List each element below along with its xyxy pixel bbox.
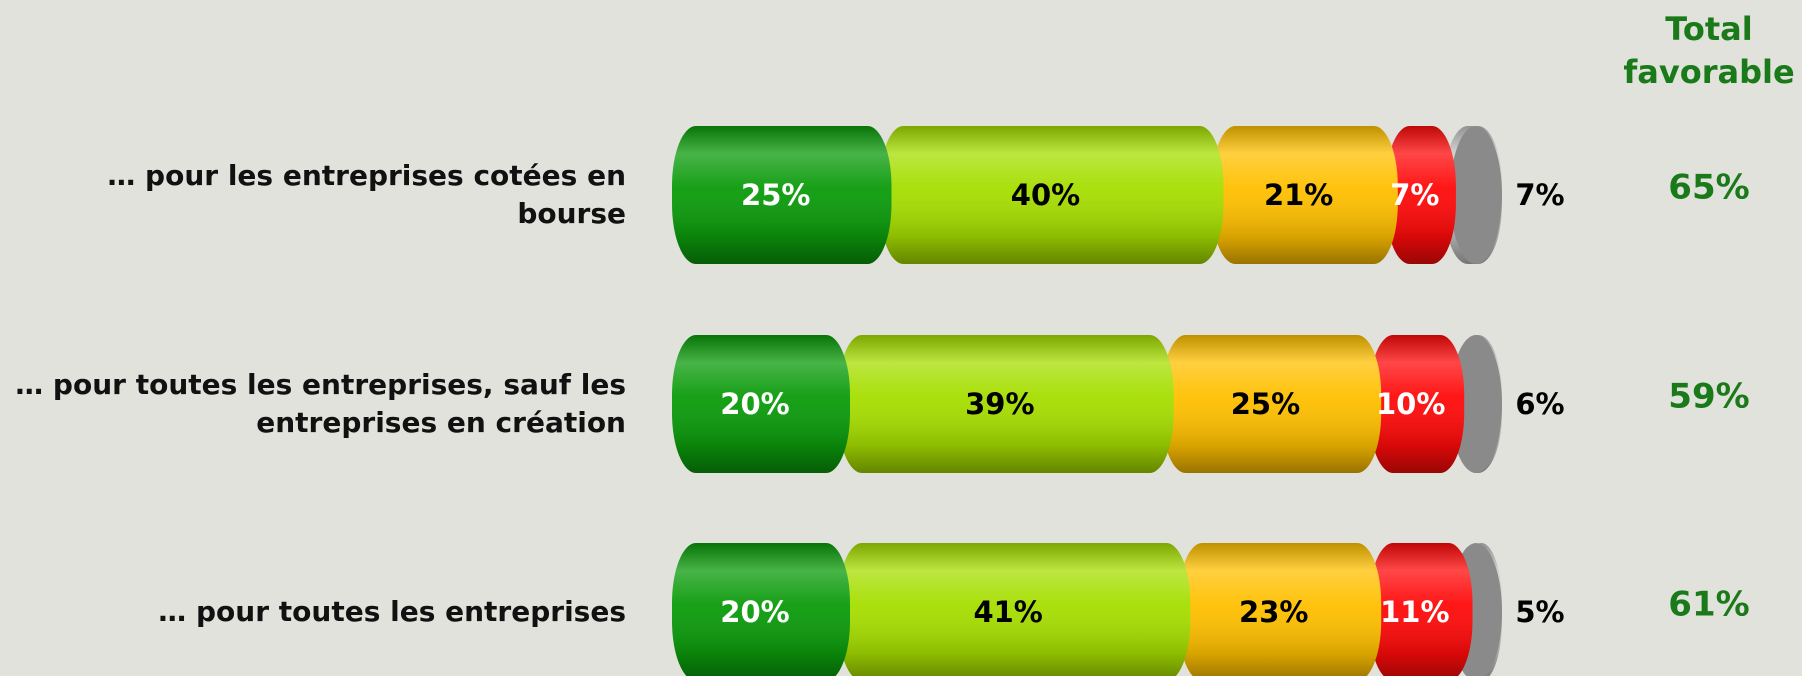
cylinder-end [1450, 126, 1502, 264]
value-label: 11% [1380, 595, 1449, 629]
category-label: … pour les entreprises cotées en bourse [107, 159, 626, 230]
cylinder-end [1450, 335, 1502, 473]
total-title: Total favorable [1623, 10, 1795, 91]
segment-shade [838, 335, 1174, 473]
value-label: 25% [741, 178, 810, 212]
total-value: 65% [1668, 168, 1749, 208]
total-value: 61% [1668, 585, 1749, 625]
segment-shade [1369, 543, 1473, 676]
value-label: 20% [720, 595, 789, 629]
value-label: 25% [1231, 387, 1300, 421]
segment-shade [1178, 543, 1382, 676]
value-label: 23% [1239, 595, 1308, 629]
segment-shade [1385, 126, 1456, 264]
segment-shade [1369, 335, 1465, 473]
segment-shade [879, 126, 1224, 264]
value-label: 21% [1264, 178, 1333, 212]
value-label: 7% [1390, 178, 1439, 212]
segment-shade [1161, 335, 1382, 473]
category-label: … pour toutes les entreprises [158, 595, 626, 628]
segment-shade [672, 543, 850, 676]
value-label: 5% [1515, 595, 1564, 629]
segment-shade [838, 543, 1191, 676]
segment-shade [1211, 126, 1398, 264]
category-label: … pour toutes les entreprises, sauf les … [15, 368, 626, 439]
segment-shade [672, 126, 892, 264]
value-label: 40% [1011, 178, 1080, 212]
value-label: 39% [965, 387, 1034, 421]
value-label: 20% [720, 387, 789, 421]
value-label: 41% [973, 595, 1042, 629]
total-value: 59% [1668, 377, 1749, 417]
segment-shade [672, 335, 850, 473]
value-label: 6% [1515, 387, 1564, 421]
value-label: 7% [1515, 178, 1564, 212]
value-label: 10% [1376, 387, 1445, 421]
